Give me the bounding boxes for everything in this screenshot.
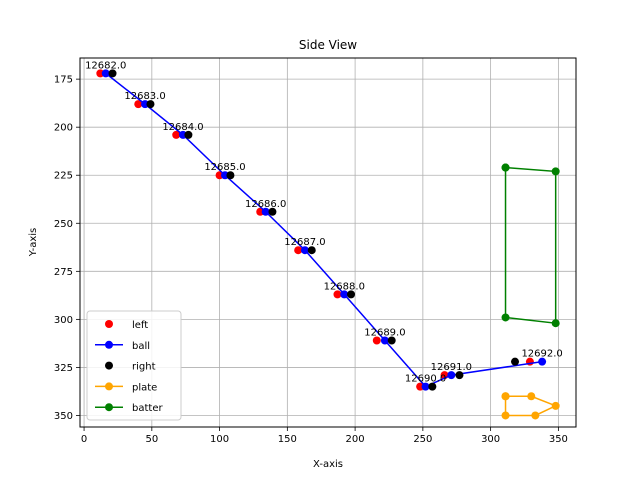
legend-label: plate	[132, 382, 157, 393]
right-point	[428, 382, 437, 391]
series-batter	[501, 163, 560, 328]
frame-number-label: 12686.0	[245, 199, 286, 210]
right-point	[268, 207, 277, 216]
x-tick-label: 350	[549, 434, 568, 445]
plate-point	[527, 392, 536, 401]
series-right	[108, 69, 520, 391]
legend-entry-ball: ball	[95, 340, 150, 352]
right-point	[511, 357, 520, 366]
left-point	[134, 100, 143, 109]
right-point	[226, 171, 235, 180]
plate-point	[531, 411, 540, 420]
frame-number-label: 12683.0	[124, 91, 165, 102]
y-tick-label: 175	[54, 75, 73, 86]
ball-point	[538, 357, 547, 366]
ball-point	[421, 382, 430, 391]
ball-point	[380, 336, 389, 345]
legend-marker	[105, 340, 113, 349]
frame-number-label: 12688.0	[324, 281, 365, 292]
frame-number-label: 12691.0	[431, 362, 472, 373]
x-tick-label: 300	[481, 434, 500, 445]
left-point	[333, 290, 342, 299]
legend-marker	[105, 361, 113, 370]
batter-point	[551, 167, 560, 176]
legend-label: left	[132, 320, 148, 331]
legend-marker	[105, 382, 113, 391]
legend-marker	[105, 320, 113, 328]
left-point	[294, 246, 303, 255]
right-point	[347, 290, 356, 299]
batter-point	[551, 319, 560, 328]
legend-entry-batter: batter	[95, 403, 163, 414]
legend-label: right	[132, 362, 156, 373]
y-tick-label: 275	[54, 267, 73, 278]
plate-point	[501, 392, 510, 401]
x-tick-label: 50	[145, 434, 158, 445]
x-tick-label: 100	[210, 434, 229, 445]
right-point	[307, 246, 316, 255]
plot-frame	[79, 57, 577, 428]
y-tick-label: 325	[54, 363, 73, 374]
batter-point	[501, 163, 510, 172]
x-tick-label: 250	[413, 434, 432, 445]
frame-annotations: 12682.0 12683.0 12684.0 12685.0 12686.0 12687…	[85, 60, 563, 384]
x-axis-label: X-axis	[313, 459, 343, 470]
x-tick-label: 0	[81, 434, 87, 445]
ball-point	[261, 207, 270, 216]
y-tick-label: 350	[54, 411, 73, 422]
frame-number-label: 12687.0	[284, 237, 325, 248]
frame-number-label: 12689.0	[364, 328, 405, 339]
plate-point	[551, 401, 560, 410]
y-tick-label: 250	[54, 219, 73, 230]
left-point	[172, 130, 181, 139]
axis-ticks: 0 50 100 150 200 250 300 350 175 200 225 250 275 300 3…	[54, 75, 568, 445]
chart-title: Side View	[299, 38, 357, 52]
ball-point	[300, 246, 309, 255]
left-point	[372, 336, 381, 345]
legend-label: batter	[132, 403, 163, 414]
right-point	[108, 69, 117, 78]
legend-entry-plate: plate	[95, 382, 157, 393]
x-tick-label: 200	[346, 434, 365, 445]
ball-point	[101, 69, 110, 78]
frame-number-label: 12685.0	[204, 162, 245, 173]
y-tick-label: 300	[54, 315, 73, 326]
batter-point	[501, 313, 510, 322]
legend: left ball right plate batter	[86, 310, 182, 421]
right-point	[387, 336, 396, 345]
ball-point	[447, 371, 456, 380]
legend-entry-left: left	[105, 320, 148, 331]
y-tick-label: 200	[54, 123, 73, 134]
y-tick-label: 225	[54, 171, 73, 182]
right-point	[146, 100, 155, 109]
frame-number-label: 12692.0	[521, 349, 562, 360]
y-axis-label: Y-axis	[28, 228, 39, 258]
frame-number-label: 12690.0	[405, 374, 446, 385]
plate-point	[501, 411, 510, 420]
legend-box	[86, 310, 182, 421]
series-left	[96, 69, 534, 391]
ball-point	[340, 290, 349, 299]
legend-label: ball	[132, 341, 150, 352]
series-plate	[501, 392, 560, 420]
grid	[80, 58, 576, 427]
x-tick-label: 150	[278, 434, 297, 445]
legend-marker	[105, 403, 113, 412]
frame-number-label: 12682.0	[85, 60, 126, 71]
legend-entry-right: right	[105, 361, 156, 373]
right-point	[455, 371, 464, 380]
right-point	[184, 130, 193, 139]
plot-series	[96, 69, 560, 420]
frame-number-label: 12684.0	[162, 122, 203, 133]
